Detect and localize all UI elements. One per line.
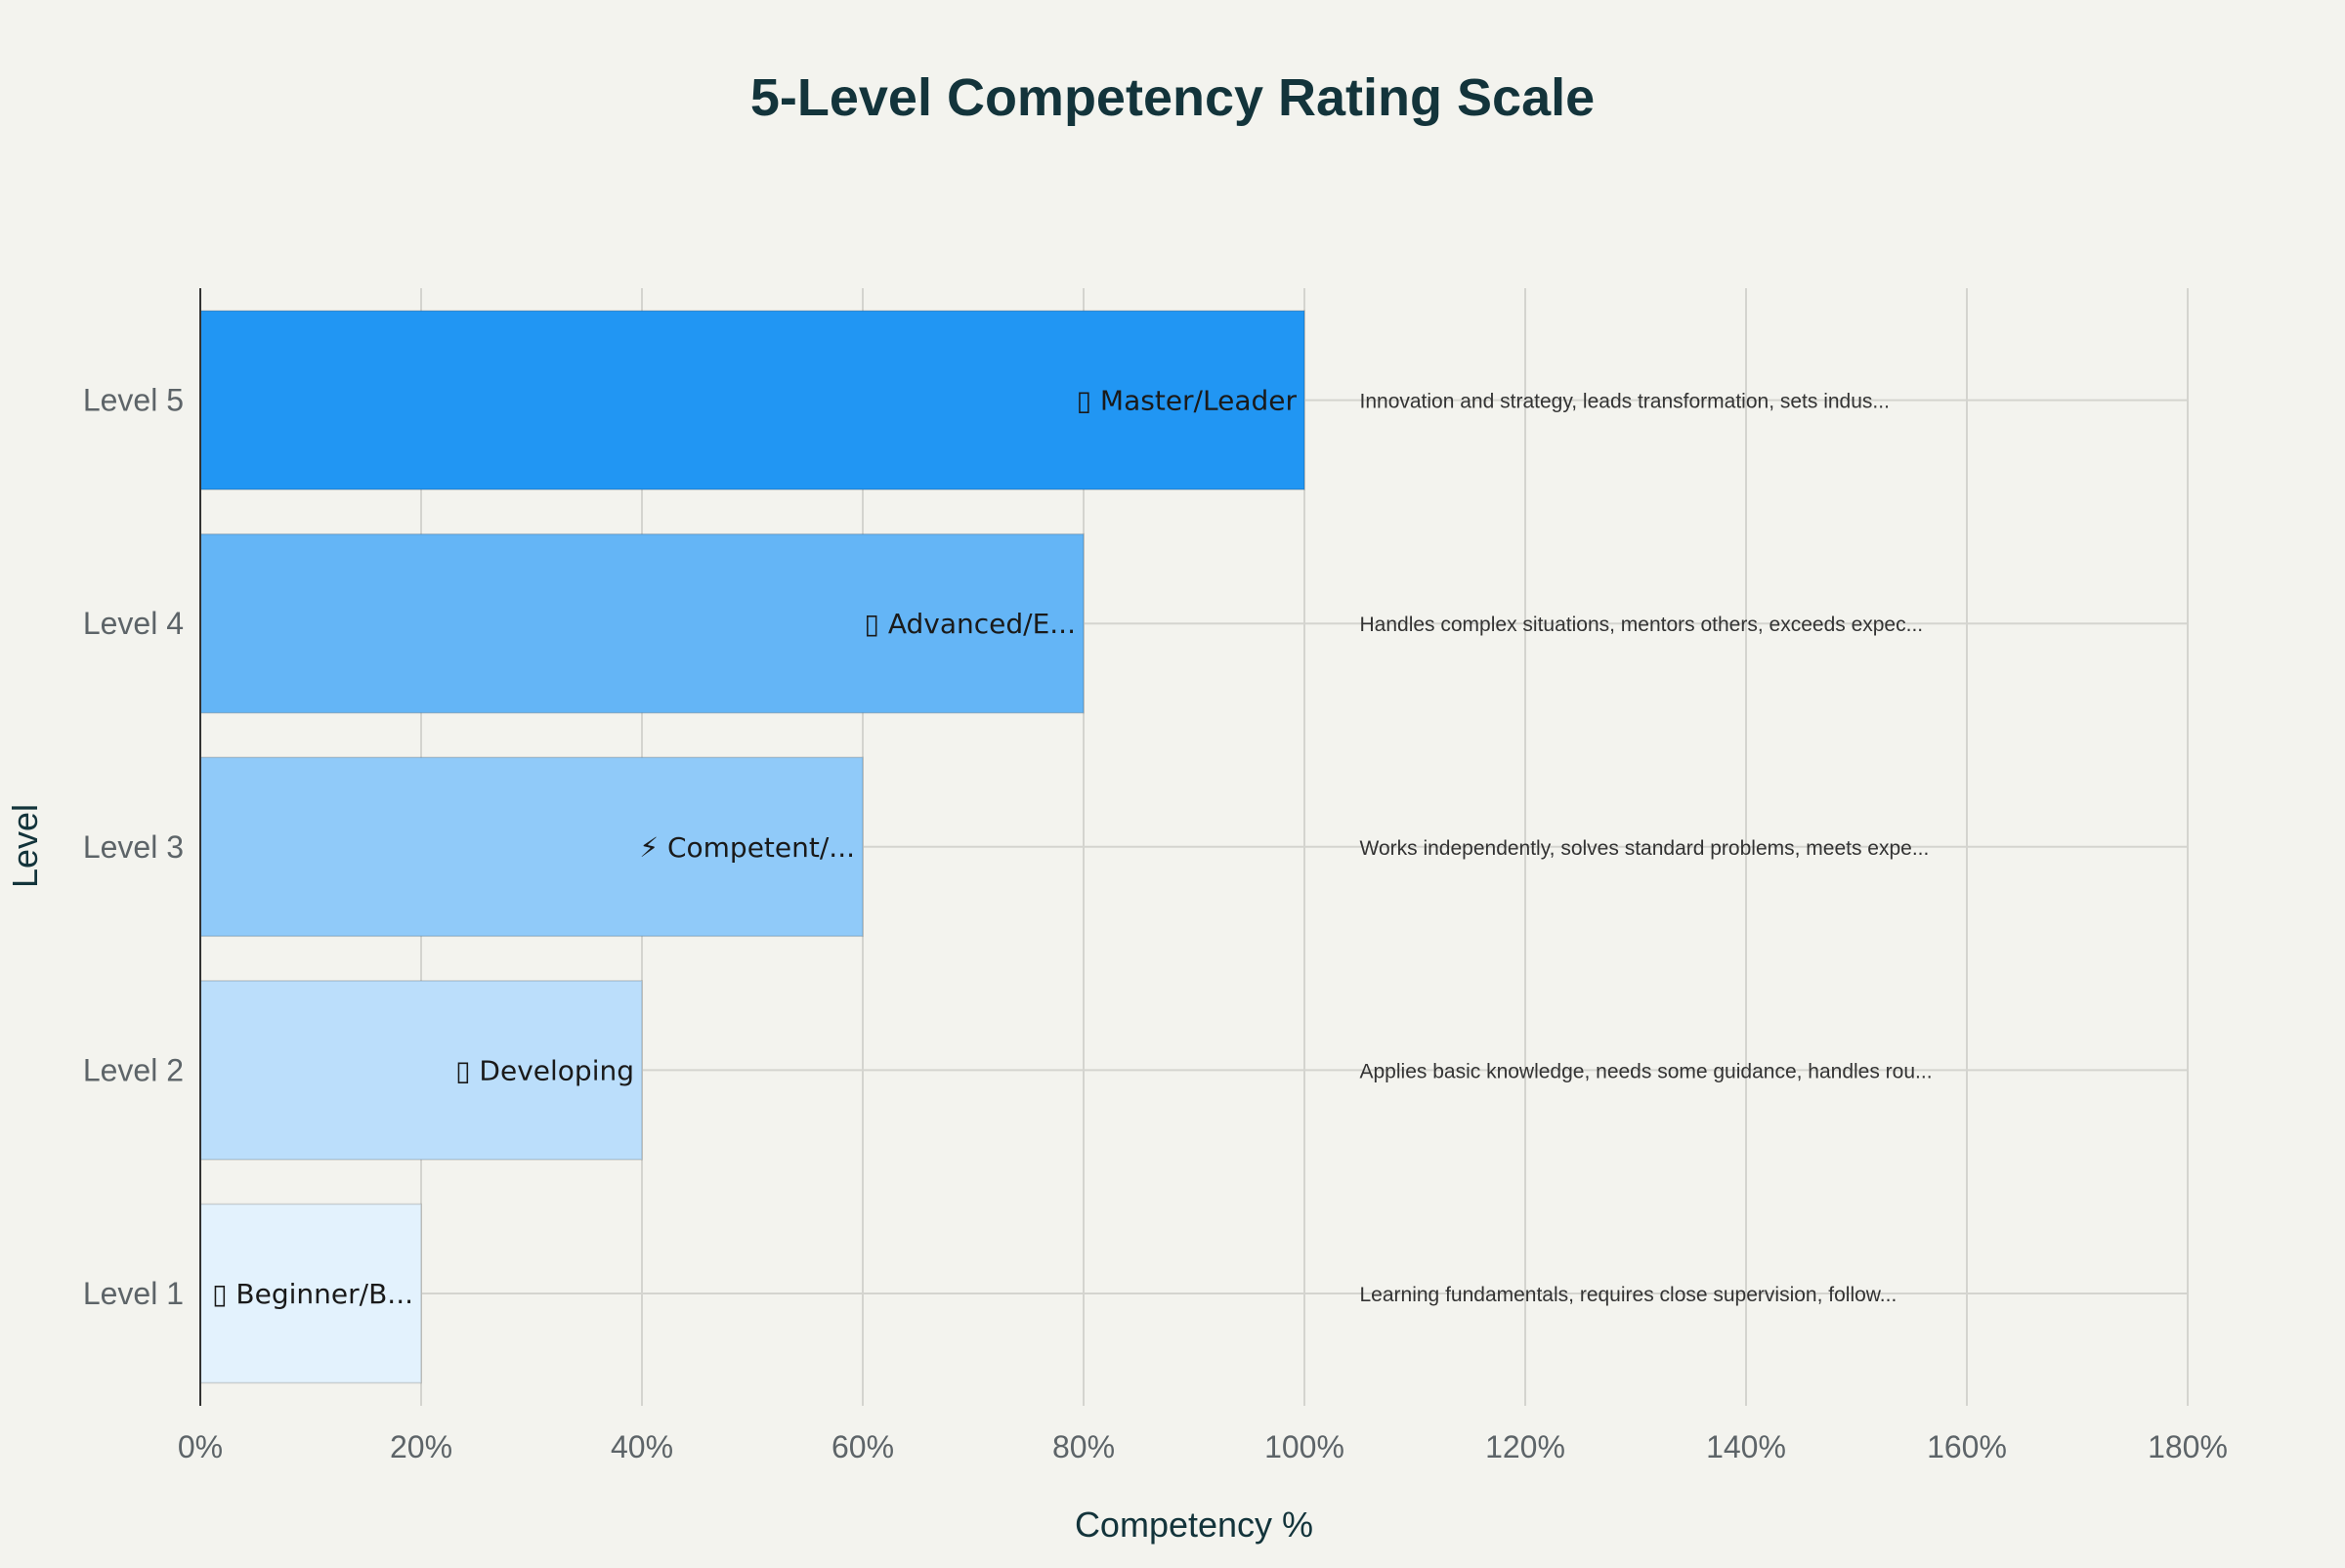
annotation: Applies basic knowledge, needs some guid… [1360,1060,1933,1082]
x-tick-label: 180% [2148,1429,2228,1464]
annotations: Learning fundamentals, requires close su… [1360,391,1933,1306]
y-tick-label: Level 3 [83,829,184,865]
x-axis-title: Competency % [1075,1504,1313,1545]
y-tick-label: Level 5 [83,383,184,418]
annotation: Innovation and strategy, leads transform… [1360,391,1890,413]
bar-label: ▯ Developing [455,1054,634,1086]
x-tick-label: 120% [1485,1429,1565,1464]
y-tick-label: Level 2 [83,1052,184,1087]
bar-label: ▯ Beginner/B... [212,1278,413,1310]
bar-level-3 [199,756,864,938]
bar-level-5 [199,310,1305,490]
bar-label: ▯ Advanced/E... [865,608,1076,640]
x-tick-label: 80% [1052,1429,1115,1464]
bars: ▯ Beginner/B... ▯ Developing ⚡ Competent/.… [199,310,1305,1384]
y-tick-label: Level 1 [83,1276,184,1311]
y-tick-label: Level 4 [83,606,184,641]
annotation: Handles complex situations, mentors othe… [1360,614,1924,636]
x-tick-label: 60% [831,1429,894,1464]
x-tick-label: 160% [1927,1429,2007,1464]
annotation: Works independently, solves standard pro… [1360,837,1930,860]
annotation: Learning fundamentals, requires close su… [1360,1284,1897,1306]
chart-title: 5-Level Competency Rating Scale [750,68,1595,127]
x-tick-labels: 0% 20% 40% 60% 80% 100% 120% 140% 160% 180% [178,1429,2228,1464]
x-tick-label: 100% [1264,1429,1344,1464]
bar-level-4 [199,532,1085,714]
bar-level-1 [199,1203,422,1384]
bar-label: ⚡ Competent/... [639,831,855,864]
x-tick-label: 140% [1706,1429,1786,1464]
bar-label: ▯ Master/Leader [1077,385,1298,417]
y-tick-labels: Level 1 Level 2 Level 3 Level 4 Level 5 [83,383,184,1311]
x-tick-label: 20% [390,1429,452,1464]
x-tick-label: 40% [611,1429,673,1464]
x-tick-label: 0% [178,1429,223,1464]
y-axis-title: Level [5,804,45,888]
